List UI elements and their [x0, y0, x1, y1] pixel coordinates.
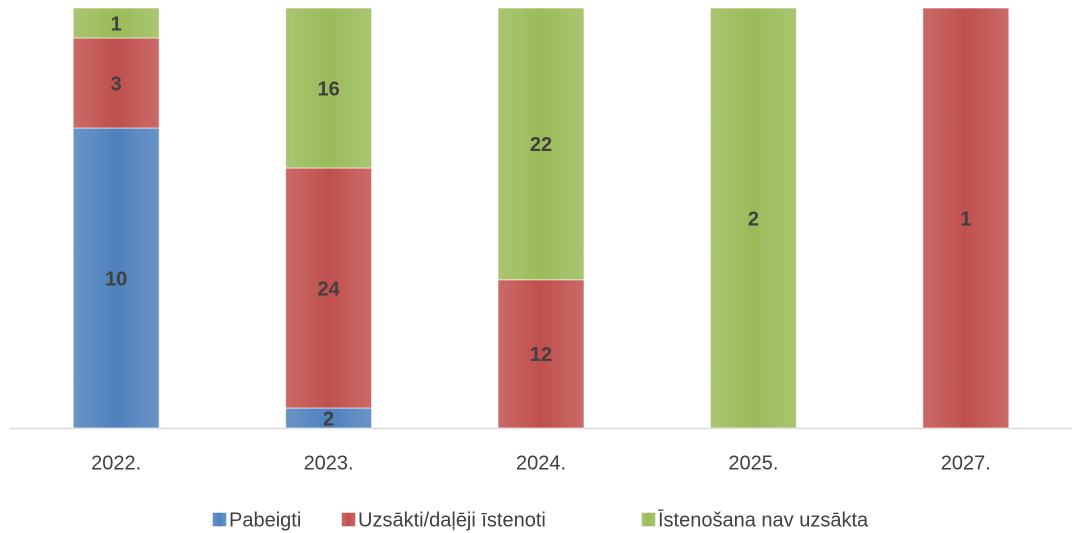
data-label: 3 — [111, 73, 122, 95]
legend-label: Pabeigti — [229, 509, 301, 531]
legend-label: Uzsākti/daļēji īstenoti — [358, 509, 546, 531]
data-label: 22 — [530, 134, 552, 156]
legend-swatch — [212, 512, 227, 527]
data-label: 2 — [323, 408, 334, 430]
data-label: 2 — [748, 208, 759, 230]
x-tick-label: 2024. — [516, 452, 566, 474]
bar-segment — [72, 37, 160, 129]
bar-segment — [72, 7, 160, 39]
data-label: 24 — [317, 278, 340, 300]
x-tick-label: 2027. — [941, 452, 991, 474]
bar-segment — [285, 167, 373, 409]
data-label: 1 — [960, 208, 971, 230]
bar-segment — [72, 127, 160, 429]
bar-segment — [709, 7, 797, 429]
legend-label: Īstenošana nav uzsākta — [658, 508, 869, 531]
bar-segment — [497, 7, 585, 281]
data-label: 10 — [105, 268, 127, 290]
x-tick-label: 2023. — [304, 452, 354, 474]
data-label: 12 — [530, 344, 552, 366]
legend-swatch — [641, 512, 656, 527]
x-tick-label: 2025. — [728, 452, 778, 474]
legend-swatch — [341, 512, 356, 527]
bar-segment — [922, 7, 1010, 429]
bar-segment — [285, 7, 373, 169]
data-label: 1 — [111, 13, 122, 35]
bar-segment — [497, 279, 585, 429]
data-label: 16 — [317, 78, 339, 100]
x-tick-label: 2022. — [91, 452, 141, 474]
